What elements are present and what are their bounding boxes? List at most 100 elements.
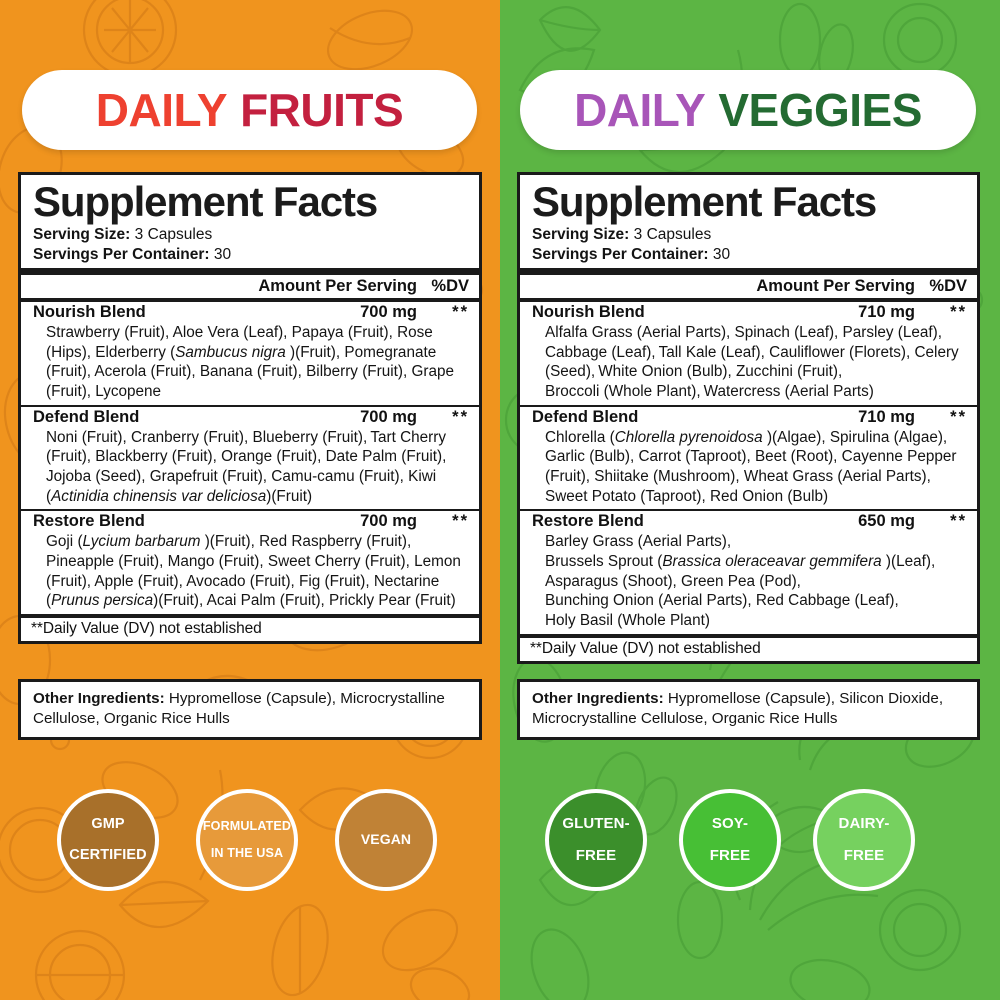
other-ingredients-label: Other Ingredients: <box>532 690 664 707</box>
blend-dv: ** <box>950 303 967 322</box>
blend-name: Defend Blend <box>33 407 140 426</box>
badge-line: FREE <box>575 847 617 865</box>
badge-line: SOY- <box>711 814 749 832</box>
blend-defend-veggies: Defend Blend 710 mg ** Chlorella (Chlore… <box>520 407 977 510</box>
amount-per-serving-header-row: Amount Per Serving %DV <box>21 275 479 298</box>
serving-info-veggies: Serving Size: 3 Capsules Servings Per Co… <box>520 224 977 268</box>
blend-amount: 710 mg <box>858 303 915 322</box>
other-ingredients-label: Other Ingredients: <box>33 690 165 707</box>
amount-per-serving-header: Amount Per Serving <box>258 277 417 296</box>
badge-line: DAIRY- <box>838 814 890 832</box>
blend-dv: ** <box>950 407 967 426</box>
serving-size-label: Serving Size: <box>33 226 131 244</box>
supplement-facts-box-fruits: Supplement Facts Serving Size: 3 Capsule… <box>18 172 482 644</box>
product-title-pill-veggies: DAILY VEGGIES <box>520 70 976 150</box>
badge-line: IN THE USA <box>210 845 284 860</box>
blend-ingredients: Barley Grass (Aerial Parts), Brussels Spr… <box>545 533 936 629</box>
badge-row-veggies: GLUTEN- FREE SOY- FREE DAIRY- FREE <box>500 789 1000 891</box>
badge-line: VEGAN <box>360 831 412 848</box>
divider-medium <box>21 298 479 303</box>
amount-per-serving-header: Amount Per Serving <box>756 277 915 296</box>
divider-medium <box>21 613 479 618</box>
badge-formulated-in-the-usa: FORMULATED IN THE USA <box>196 789 298 891</box>
supplement-facts-title: Supplement Facts <box>532 178 877 225</box>
product-title-word-daily: DAILY <box>574 84 706 136</box>
serving-size-line: Serving Size: 3 Capsules <box>33 225 469 245</box>
badge-line: FREE <box>709 847 751 865</box>
dv-header: %DV <box>431 277 469 296</box>
blend-header: Restore Blend 700 mg ** <box>33 512 469 531</box>
divider-thin <box>21 509 479 512</box>
other-ingredients-box-veggies: Other Ingredients: Hypromellose (Capsule… <box>517 679 980 741</box>
blend-amount: 650 mg <box>858 512 915 531</box>
blend-header: Nourish Blend 700 mg ** <box>33 303 469 322</box>
panel-daily-veggies: DAILY VEGGIES Supplement Facts Serving S… <box>500 0 1000 1000</box>
blend-name: Nourish Blend <box>532 303 645 322</box>
header-pill-row-fruits: DAILY FRUITS <box>0 70 500 150</box>
blend-restore-veggies: Restore Blend 650 mg ** Barley Grass (Ae… <box>520 511 977 633</box>
badge-gmp-certified: GMP CERTIFIED <box>57 789 159 891</box>
blend-dv: ** <box>452 303 469 322</box>
blend-ingredients: Strawberry (Fruit), Aloe Vera (Leaf), Pa… <box>46 324 455 400</box>
badge-line: FORMULATED <box>202 818 292 833</box>
dv-footnote: **Daily Value (DV) not established <box>530 639 761 657</box>
product-title-pill-fruits: DAILY FRUITS <box>22 70 477 150</box>
blend-dv: ** <box>452 512 469 531</box>
badge-gluten-free: GLUTEN- FREE <box>545 789 647 891</box>
blend-name: Nourish Blend <box>33 303 146 322</box>
blend-name: Restore Blend <box>33 512 145 531</box>
divider-medium <box>520 633 977 638</box>
blend-amount: 700 mg <box>360 303 417 322</box>
other-ingredients-value: Hypromellose (Capsule), Silicon Dioxide,… <box>532 690 944 728</box>
blend-ingredients: Chlorella (Chlorella pyrenoidosa )(Algae… <box>545 428 957 505</box>
badge-soy-free: SOY- FREE <box>679 789 781 891</box>
header-pill-row-veggies: DAILY VEGGIES <box>500 70 1000 150</box>
blend-defend-fruits: Defend Blend 700 mg ** Noni (Fruit), Cra… <box>21 407 479 510</box>
blend-header: Restore Blend 650 mg ** <box>532 512 967 531</box>
badge-line: GMP <box>91 815 125 832</box>
blend-ingredients: Noni (Fruit), Cranberry (Fruit), Blueber… <box>46 428 447 505</box>
blend-header: Nourish Blend 710 mg ** <box>532 303 967 322</box>
badge-vegan: VEGAN <box>335 789 437 891</box>
blend-name: Defend Blend <box>532 407 639 426</box>
badge-dairy-free: DAIRY- FREE <box>813 789 915 891</box>
other-ingredients-box-fruits: Other Ingredients: Hypromellose (Capsule… <box>18 679 482 741</box>
divider-thick <box>520 268 977 276</box>
blend-restore-fruits: Restore Blend 700 mg ** Goji (Lycium bar… <box>21 511 479 614</box>
serving-size-value: 3 Capsules <box>134 226 213 244</box>
badge-line: GLUTEN- <box>562 814 630 832</box>
supplement-facts-box-veggies: Supplement Facts Serving Size: 3 Capsule… <box>517 172 980 664</box>
blend-amount: 700 mg <box>360 512 417 531</box>
blend-dv: ** <box>950 512 967 531</box>
blend-amount: 710 mg <box>858 407 915 426</box>
product-title-word-veggies: VEGGIES <box>718 84 922 136</box>
serving-size-label: Serving Size: <box>532 226 630 244</box>
blend-amount: 700 mg <box>360 407 417 426</box>
divider-thick <box>21 268 479 276</box>
supplement-facts-title: Supplement Facts <box>33 178 378 225</box>
product-title-word-daily: DAILY <box>95 84 228 136</box>
panel-daily-fruits: DAILY FRUITS Supplement Facts Serving Si… <box>0 0 500 1000</box>
divider-medium <box>520 298 977 303</box>
blend-nourish-fruits: Nourish Blend 700 mg ** Strawberry (Frui… <box>21 302 479 405</box>
product-title-word-fruits: FRUITS <box>240 84 404 136</box>
servings-per-container-line: Servings Per Container: 30 <box>33 245 469 265</box>
badge-line: FREE <box>843 847 885 865</box>
serving-size-value: 3 Capsules <box>633 226 712 244</box>
divider-thin <box>520 404 977 407</box>
blend-header: Defend Blend 700 mg ** <box>33 408 469 427</box>
dv-header: %DV <box>929 277 967 296</box>
blend-name: Restore Blend <box>532 512 644 531</box>
servings-per-container-label: Servings Per Container: <box>532 246 709 264</box>
blend-dv: ** <box>452 407 469 426</box>
serving-info-fruits: Serving Size: 3 Capsules Servings Per Co… <box>21 224 479 268</box>
blend-ingredients: Goji (Lycium barbarum )(Fruit), Red Rasp… <box>46 533 461 610</box>
blend-nourish-veggies: Nourish Blend 710 mg ** Alfalfa Grass (A… <box>520 302 977 405</box>
serving-size-line: Serving Size: 3 Capsules <box>532 225 967 245</box>
servings-per-container-value: 30 <box>213 246 232 264</box>
blend-header: Defend Blend 710 mg ** <box>532 408 967 427</box>
amount-per-serving-header-row: Amount Per Serving %DV <box>520 275 977 298</box>
dv-footnote: **Daily Value (DV) not established <box>31 619 262 637</box>
badge-row-fruits: GMP CERTIFIED FORMULATED IN THE USA VEGAN <box>0 789 500 891</box>
